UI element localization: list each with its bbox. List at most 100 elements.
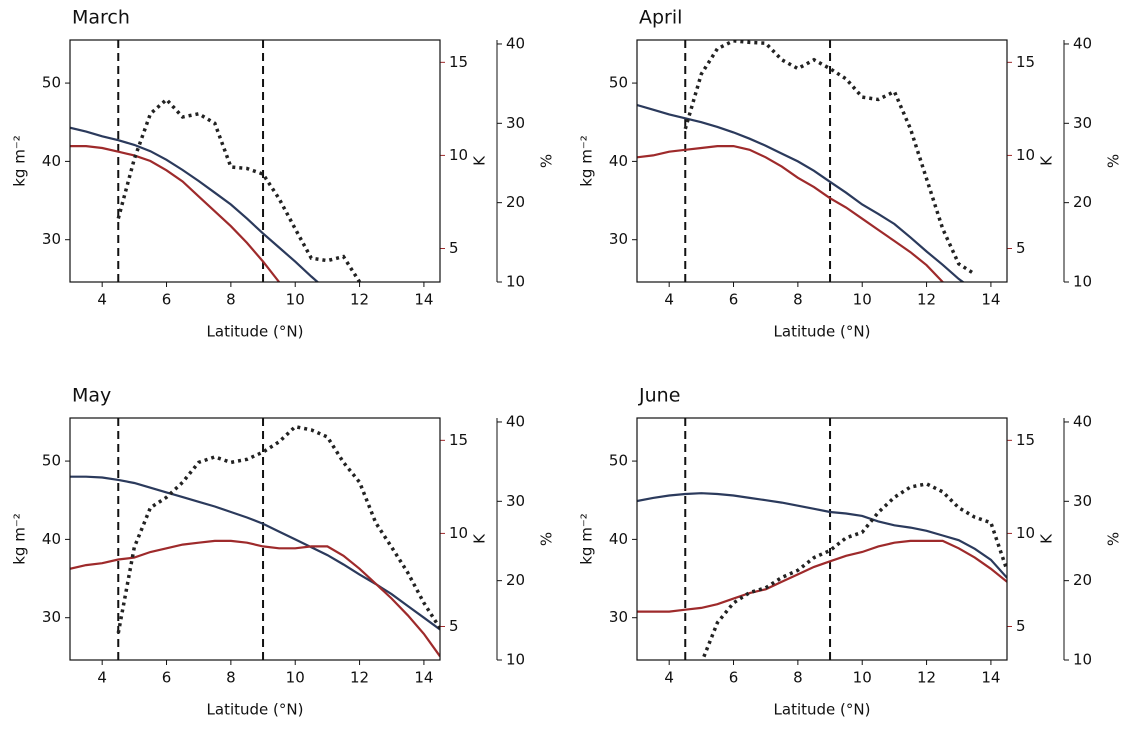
x-tick-label: 4 <box>97 291 107 309</box>
series-line <box>637 145 945 282</box>
y3-tick-label: 30 <box>1073 492 1092 510</box>
series-line <box>637 539 1007 613</box>
series-line <box>116 97 362 282</box>
y3-axis-label: % <box>538 154 556 168</box>
x-axis-label: Latitude (°N) <box>207 701 304 719</box>
plot-frame <box>69 39 441 283</box>
x-tick-label: 6 <box>162 291 172 309</box>
y2-tick-label: 5 <box>449 239 459 257</box>
x-tick-label: 10 <box>286 291 305 309</box>
series-line <box>700 482 1007 660</box>
panel: April 4 6 8 10 12 14 Latitude (°N) 30 40 50 kg m⁻² 5… <box>578 7 1123 341</box>
x-tick-label: 14 <box>981 669 1000 687</box>
y3-tick-label: 20 <box>1073 571 1092 589</box>
y3-tick-label: 40 <box>1073 412 1092 430</box>
x-tick-label: 4 <box>97 669 107 687</box>
y3-tick-label: 10 <box>1073 273 1092 291</box>
y2-tick-label: 10 <box>449 524 468 542</box>
y-tick-label: 50 <box>42 452 61 470</box>
x-axis-label: Latitude (°N) <box>207 323 304 341</box>
plot-frame <box>636 39 1008 283</box>
y3-tick-label: 10 <box>1073 651 1092 669</box>
x-tick-label: 12 <box>350 291 369 309</box>
y-tick-label: 30 <box>609 230 628 248</box>
y2-tick-label: 15 <box>1016 53 1035 71</box>
y2-tick-label: 10 <box>1016 524 1035 542</box>
y-tick-label: 50 <box>42 74 61 92</box>
y3-axis-label: % <box>1105 154 1123 168</box>
x-axis-label: Latitude (°N) <box>774 701 871 719</box>
x-tick-label: 8 <box>793 291 803 309</box>
x-tick-label: 4 <box>664 669 674 687</box>
y-tick-label: 30 <box>42 608 61 626</box>
x-tick-label: 4 <box>664 291 674 309</box>
y3-tick-label: 10 <box>506 651 525 669</box>
x-tick-label: 10 <box>286 669 305 687</box>
y2-axis-label: K <box>471 533 489 544</box>
series-line <box>70 539 440 657</box>
y2-tick-label: 15 <box>1016 431 1035 449</box>
y3-tick-label: 20 <box>506 571 525 589</box>
y2-axis-label: K <box>471 155 489 166</box>
series-line <box>116 424 440 634</box>
y3-tick-label: 30 <box>1073 114 1092 132</box>
panel-title: March <box>72 7 130 29</box>
plot-area <box>70 97 362 282</box>
plot-area <box>70 424 440 657</box>
plot-frame <box>69 417 441 661</box>
y3-tick-label: 10 <box>506 273 525 291</box>
y-tick-label: 40 <box>609 530 628 548</box>
x-tick-label: 14 <box>414 291 433 309</box>
y3-tick-label: 30 <box>506 114 525 132</box>
x-tick-label: 6 <box>729 669 739 687</box>
y-tick-label: 40 <box>42 530 61 548</box>
y3-axis-label: % <box>538 532 556 546</box>
x-tick-label: 12 <box>350 669 369 687</box>
y-tick-label: 40 <box>609 152 628 170</box>
y3-axis-label: % <box>1105 532 1123 546</box>
y-axis-label: kg m⁻² <box>578 513 596 565</box>
y3-tick-label: 40 <box>1073 34 1092 52</box>
y-tick-label: 30 <box>609 608 628 626</box>
plot-area <box>637 482 1007 660</box>
x-tick-label: 14 <box>414 669 433 687</box>
panel: June 4 6 8 10 12 14 Latitude (°N) 30 40 50 kg m⁻² 5 1… <box>578 385 1123 719</box>
x-tick-label: 8 <box>226 669 236 687</box>
y3-tick-label: 40 <box>506 34 525 52</box>
x-tick-label: 10 <box>853 291 872 309</box>
y3-tick-label: 30 <box>506 492 525 510</box>
plot-area <box>637 40 976 282</box>
y3-tick-label: 40 <box>506 412 525 430</box>
y-tick-label: 50 <box>609 452 628 470</box>
panel: March 4 6 8 10 12 14 Latitude (°N) 30 40 50 kg m⁻² 5… <box>11 7 556 341</box>
y2-tick-label: 5 <box>1016 617 1026 635</box>
y2-tick-label: 5 <box>449 617 459 635</box>
panel-title: May <box>72 385 111 407</box>
x-tick-label: 12 <box>917 291 936 309</box>
x-axis-label: Latitude (°N) <box>774 323 871 341</box>
y2-tick-label: 10 <box>1016 146 1035 164</box>
x-tick-label: 10 <box>853 669 872 687</box>
x-tick-label: 6 <box>729 291 739 309</box>
y2-tick-label: 10 <box>449 146 468 164</box>
y-tick-label: 50 <box>609 74 628 92</box>
y-tick-label: 30 <box>42 230 61 248</box>
y2-axis-label: K <box>1038 533 1056 544</box>
series-line <box>683 40 976 276</box>
panel: May 4 6 8 10 12 14 Latitude (°N) 30 40 50 kg m⁻² 5 10… <box>11 385 556 719</box>
y-axis-label: kg m⁻² <box>11 135 29 187</box>
x-tick-label: 8 <box>226 291 236 309</box>
series-line <box>637 103 965 282</box>
y3-tick-label: 20 <box>506 193 525 211</box>
x-tick-label: 6 <box>162 669 172 687</box>
panel-title: April <box>639 7 682 29</box>
x-tick-label: 8 <box>793 669 803 687</box>
y2-tick-label: 15 <box>449 431 468 449</box>
y2-tick-label: 15 <box>449 53 468 71</box>
y-tick-label: 40 <box>42 152 61 170</box>
y-axis-label: kg m⁻² <box>11 513 29 565</box>
y2-axis-label: K <box>1038 155 1056 166</box>
series-line <box>70 475 440 631</box>
